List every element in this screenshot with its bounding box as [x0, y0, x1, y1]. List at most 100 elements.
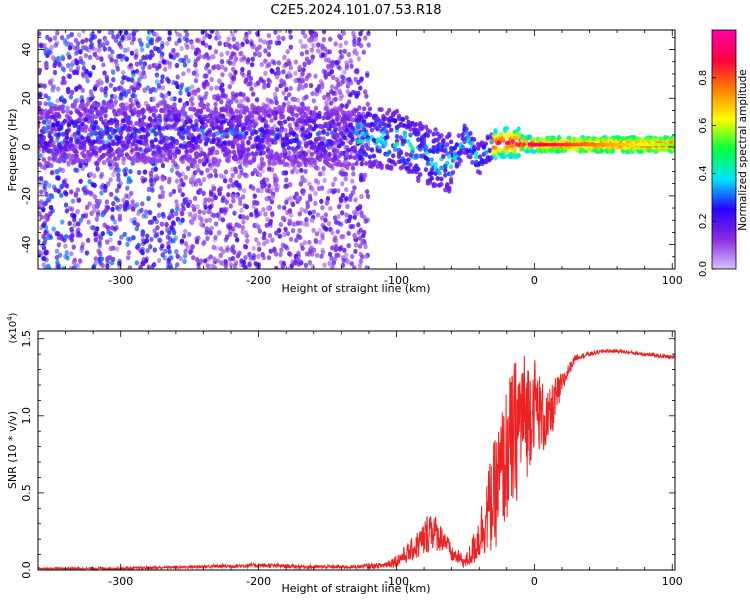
- spectrogram-cell: [41, 180, 47, 186]
- spectrogram-cell: [242, 188, 247, 194]
- spectrogram-cell: [56, 55, 61, 61]
- spectrogram-cell: [234, 193, 239, 199]
- spectrogram-cell: [160, 163, 166, 169]
- spectrogram-cell: [188, 249, 193, 255]
- spectrogram-cell: [261, 79, 266, 85]
- spectrogram-cell: [287, 218, 292, 224]
- spectrogram-cell: [191, 255, 196, 261]
- spectrogram-cell: [320, 215, 325, 221]
- spectrogram-cell: [325, 115, 330, 121]
- spectrogram-cell: [365, 193, 371, 199]
- spectrogram-cell: [43, 229, 48, 235]
- spectrogram-cell: [267, 220, 273, 227]
- spectrogram-cell: [49, 44, 55, 50]
- spectrogram-cell: [622, 143, 625, 147]
- spectrogram-cell: [223, 169, 229, 175]
- spectrogram-cell: [130, 160, 135, 166]
- spectrogram-cell: [209, 76, 214, 83]
- spectrogram-cell: [256, 253, 261, 259]
- spectrogram-cell: [204, 73, 209, 79]
- spectrogram-cell: [209, 197, 215, 203]
- spectrogram-cell: [196, 144, 201, 150]
- spectrogram-cell: [274, 100, 279, 106]
- spectrogram-cell: [78, 178, 83, 184]
- spectrogram-cell: [198, 221, 203, 227]
- spectrogram-cell: [261, 150, 266, 156]
- spectrogram-cell: [464, 130, 469, 136]
- spectrogram-cell: [89, 41, 95, 48]
- spectrogram-cell: [151, 180, 156, 186]
- spectrogram-cell: [344, 65, 349, 71]
- spectrogram-cell: [611, 143, 614, 147]
- spectrogram-cell: [220, 91, 225, 97]
- spectrogram-cell: [254, 237, 259, 243]
- spectrogram-cell: [364, 161, 369, 167]
- spectrogram-cell: [311, 159, 317, 164]
- spectrogram-cell: [62, 118, 68, 124]
- spectrogram-cell: [226, 224, 231, 230]
- spectrogram-cell: [120, 35, 126, 41]
- spectrogram-cell: [69, 189, 74, 195]
- spectrogram-cell: [559, 143, 561, 147]
- spectrogram-cell: [249, 41, 254, 47]
- spectrogram-cell: [369, 127, 375, 133]
- spectrogram-cell: [132, 220, 137, 226]
- spectrogram-cell: [80, 121, 85, 127]
- spectrogram-cell: [310, 186, 315, 192]
- spectrogram-cell: [182, 103, 187, 108]
- spectrogram-cell: [328, 205, 333, 211]
- spectrogram-cell: [178, 143, 183, 149]
- spectrogram-cell: [373, 120, 378, 126]
- spectrogram-cell: [193, 62, 198, 68]
- spectrogram-cell: [585, 143, 587, 147]
- spectrogram-cell: [243, 255, 248, 261]
- spectrogram-cell: [358, 251, 363, 257]
- spectrogram-cell: [394, 138, 400, 144]
- spectrogram-cell: [568, 143, 571, 147]
- spectrogram-cell: [332, 256, 338, 262]
- spectrogram-cell: [234, 129, 239, 135]
- spectrogram-cell: [57, 114, 62, 119]
- spectrogram-cell: [271, 156, 276, 162]
- spectrogram-cell: [396, 154, 402, 160]
- spectrogram-cell: [181, 233, 187, 239]
- spectrogram-cell: [566, 143, 568, 147]
- spectrogram-cell: [97, 77, 102, 84]
- spectrogram-cell: [350, 253, 355, 260]
- spectrogram-cell: [226, 149, 232, 155]
- spectrogram-cell: [392, 118, 398, 124]
- spectrogram-cell: [528, 142, 531, 146]
- spectrogram-cell: [165, 136, 170, 142]
- spectrogram-cell: [130, 199, 135, 205]
- spectrogram-cell: [78, 112, 83, 118]
- spectrogram-cell: [41, 262, 46, 268]
- spectrogram-cell: [160, 43, 165, 50]
- spectrogram-cell: [133, 54, 138, 60]
- spectrogram-cell: [197, 158, 203, 164]
- spectrogram-cell: [340, 171, 345, 177]
- spectrogram-cell: [394, 134, 400, 139]
- spectrogram-cell: [241, 214, 246, 220]
- spectrogram-cell: [174, 80, 179, 86]
- spectrogram-cell: [330, 230, 335, 236]
- spectrogram-cell: [179, 82, 185, 88]
- spectrogram-cell: [170, 208, 175, 214]
- spectrogram-cell: [126, 88, 131, 95]
- spectrogram-cell: [607, 143, 609, 147]
- spectrogram-cell: [300, 245, 305, 251]
- spectrogram-cell: [347, 76, 352, 83]
- spectrogram-cell: [110, 225, 115, 231]
- spectrogram-cell: [261, 161, 266, 167]
- spectrogram-cell: [228, 203, 233, 209]
- spectrogram-cell: [261, 144, 266, 150]
- spectrogram-cell: [99, 86, 104, 93]
- x-tick-label: -300: [108, 575, 133, 588]
- spectrogram-cell: [102, 46, 108, 52]
- spectrogram-cell: [666, 143, 669, 147]
- spectrogram-cell: [160, 176, 165, 182]
- spectrogram-cell: [139, 47, 145, 53]
- spectrogram-cell: [120, 79, 125, 85]
- spectrogram-cell: [121, 197, 126, 203]
- spectrogram-cell: [506, 132, 512, 138]
- spectrogram-cell: [242, 243, 248, 250]
